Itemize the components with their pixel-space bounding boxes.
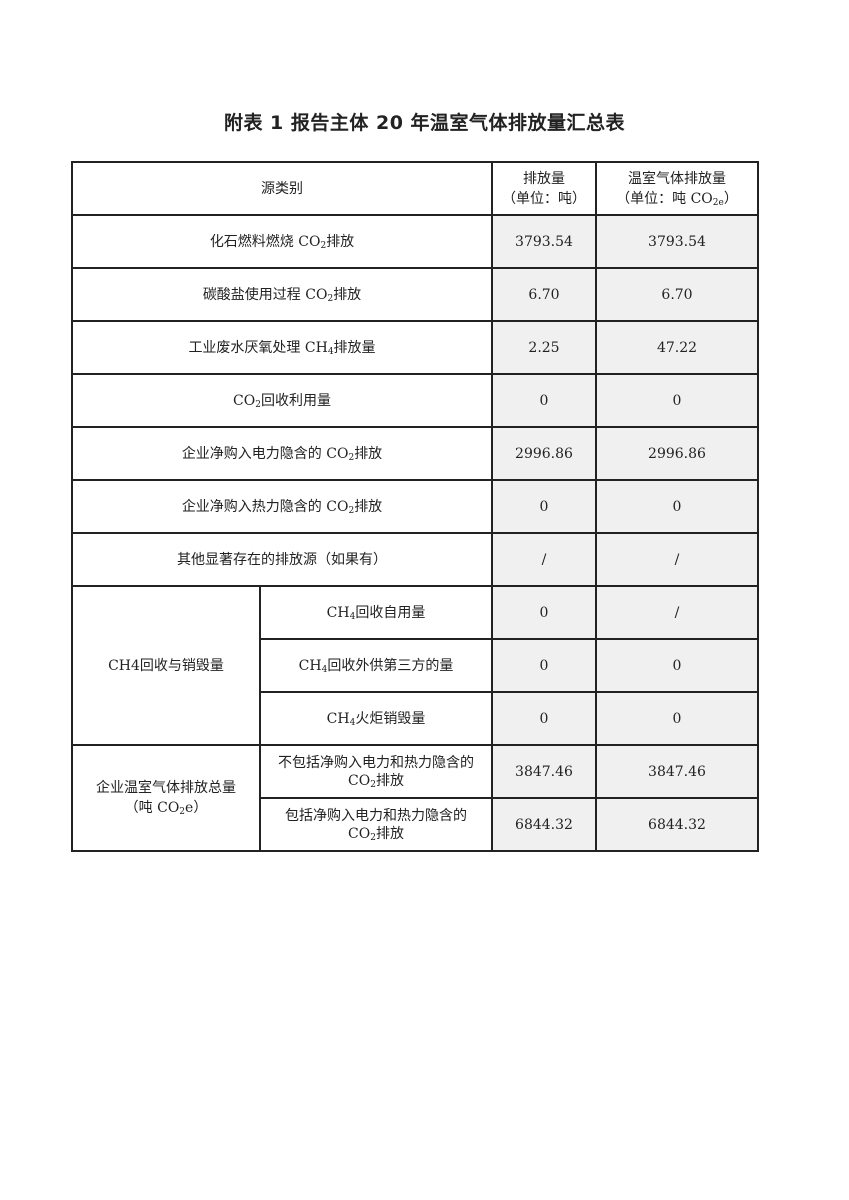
emissions-value: 0 xyxy=(491,373,597,428)
source-label: CO2回收利用量 xyxy=(71,373,493,428)
emissions-value: 2996.86 xyxy=(491,426,597,481)
table-row: 包括净购入电力和热力隐含的 CO2排放 6844.32 6844.32 xyxy=(72,797,759,852)
source-label: 工业废水厌氧处理 CH4排放量 xyxy=(71,320,493,375)
source-label: CH4回收外供第三方的量 xyxy=(259,638,493,693)
co2e-value: 0 xyxy=(595,373,759,428)
source-label: 不包括净购入电力和热力隐含的 CO2排放 xyxy=(259,744,493,799)
emissions-value: 6.70 xyxy=(491,267,597,322)
source-label: 碳酸盐使用过程 CO2排放 xyxy=(71,267,493,322)
co2e-value: 6.70 xyxy=(595,267,759,322)
table-title: 附表 1 报告主体 20 年温室气体排放量汇总表 xyxy=(223,112,626,134)
source-label: 企业净购入热力隐含的 CO2排放 xyxy=(71,479,493,534)
co2e-value: 2996.86 xyxy=(595,426,759,481)
table-row: 碳酸盐使用过程 CO2排放 6.70 6.70 xyxy=(71,267,759,322)
emissions-value: 0 xyxy=(491,638,597,693)
co2e-value: 3847.46 xyxy=(595,744,759,799)
source-label: CH4回收自用量 xyxy=(259,585,493,640)
table-row: 工业废水厌氧处理 CH4排放量 2.25 47.22 xyxy=(71,320,759,375)
source-label: 包括净购入电力和热力隐含的 CO2排放 xyxy=(259,797,493,852)
table-row: 企业净购入电力隐含的 CO2排放 2996.86 2996.86 xyxy=(71,426,759,481)
table-row: 企业净购入热力隐含的 CO2排放 0 0 xyxy=(71,479,759,534)
co2e-value: 0 xyxy=(595,638,759,693)
emissions-value: 6844.32 xyxy=(491,797,597,852)
source-label: CH4火炬销毁量 xyxy=(259,691,493,746)
emissions-summary-table: 源类别 排放量 （单位：吨） 温室气体排放量 （单位：吨 CO2e） 化石燃料燃烧 … xyxy=(71,161,759,852)
co2e-value: 6844.32 xyxy=(595,797,759,852)
source-label: 企业净购入电力隐含的 CO2排放 xyxy=(71,426,493,481)
header-emissions: 排放量 （单位：吨） xyxy=(491,161,597,216)
source-label: 化石燃料燃烧 CO2排放 xyxy=(71,214,493,269)
co2e-value: 0 xyxy=(595,691,759,746)
co2e-value: / xyxy=(595,532,759,587)
table-row: 其他显著存在的排放源（如果有） / / xyxy=(71,532,759,587)
emissions-value: 0 xyxy=(491,479,597,534)
emissions-value: / xyxy=(491,532,597,587)
table-row: 化石燃料燃烧 CO2排放 3793.54 3793.54 xyxy=(71,214,759,269)
emissions-value: 0 xyxy=(491,691,597,746)
emissions-value: 2.25 xyxy=(491,320,597,375)
emissions-value: 3793.54 xyxy=(491,214,597,269)
total-group-label: 企业温室气体排放总量 （吨 CO2e） xyxy=(71,744,261,852)
header-source-category: 源类别 xyxy=(71,161,493,216)
source-label: 其他显著存在的排放源（如果有） xyxy=(71,532,493,587)
header-ghg-emissions: 温室气体排放量 （单位：吨 CO2e） xyxy=(595,161,759,216)
table-row: CH4回收与销毁量 CH4回收自用量 0/ xyxy=(71,585,759,746)
table-row: 企业温室气体排放总量 （吨 CO2e） 不包括净购入电力和热力隐含的 CO2排放 384… xyxy=(71,744,759,852)
table-row: CH4火炬销毁量 0 0 xyxy=(72,691,759,746)
ch4-group-label: CH4回收与销毁量 xyxy=(71,585,261,746)
table-row: CO2回收利用量 0 0 xyxy=(71,373,759,428)
emissions-value: 3847.46 xyxy=(491,744,597,799)
co2e-value: 0 xyxy=(595,479,759,534)
co2e-value: / xyxy=(595,585,759,640)
co2e-value: 3793.54 xyxy=(595,214,759,269)
emissions-value: 0 xyxy=(491,585,597,640)
co2e-value: 47.22 xyxy=(595,320,759,375)
table-row: CH4回收外供第三方的量 0 0 xyxy=(72,638,759,693)
table-header-row: 源类别 排放量 （单位：吨） 温室气体排放量 （单位：吨 CO2e） xyxy=(71,161,759,216)
